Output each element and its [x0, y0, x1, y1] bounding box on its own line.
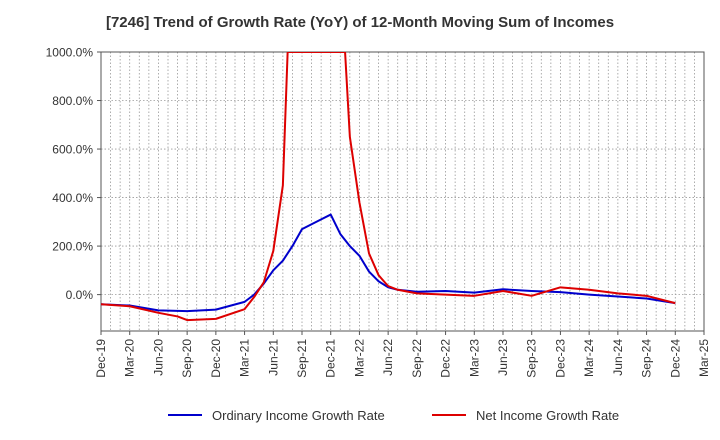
x-tick-label: Sep-21	[295, 339, 309, 378]
x-tick-label: Sep-24	[640, 339, 654, 378]
x-tick-label: Dec-22	[439, 339, 453, 378]
x-tick-label: Mar-24	[582, 339, 596, 377]
x-tick-label: Dec-19	[94, 339, 108, 378]
x-tick-label: Sep-20	[180, 339, 194, 378]
series-lines	[101, 52, 676, 322]
x-tick-label: Jun-22	[381, 339, 395, 376]
x-tick-label: Mar-21	[238, 339, 252, 377]
legend-label-ordinary-income: Ordinary Income Growth Rate	[212, 407, 385, 423]
x-tick-labels: Dec-19 Mar-20 Jun-20 Sep-20 Dec-20 Mar-21 Jun-…	[94, 339, 711, 378]
legend-label-net-income: Net Income Growth Rate	[476, 407, 620, 423]
x-tick-label: Jun-24	[611, 339, 625, 376]
x-tick-label: Sep-22	[410, 339, 424, 378]
x-tick-label: Dec-24	[668, 339, 682, 378]
y-tick-label: 400.0%	[52, 191, 93, 205]
y-tick-label: 600.0%	[52, 143, 93, 157]
x-tick-label: Mar-22	[352, 339, 366, 377]
y-tick-label: 1000.0%	[46, 46, 94, 60]
x-tick-label: Jun-21	[266, 339, 280, 376]
legend-item-ordinary-income: Ordinary Income Growth Rate	[168, 404, 385, 426]
x-tick-label: Jun-20	[151, 339, 165, 376]
axes	[97, 51, 705, 335]
y-tick-label: 200.0%	[52, 240, 93, 254]
legend-swatch-ordinary-income	[168, 414, 202, 416]
plot-frame	[100, 51, 705, 332]
legend-item-net-income: Net Income Growth Rate	[432, 404, 619, 426]
series-line-net-income	[101, 52, 676, 322]
chart-title: [7246] Trend of Growth Rate (YoY) of 12-…	[105, 14, 615, 31]
x-tick-label: Mar-23	[467, 339, 481, 377]
series-line-ordinary-income	[101, 213, 676, 313]
x-tick-label: Dec-20	[209, 339, 223, 378]
y-tick-label: 0.0%	[66, 288, 94, 302]
x-tick-label: Mar-20	[123, 339, 137, 377]
x-tick-label: Dec-23	[553, 339, 567, 378]
legend-swatch-net-income	[432, 414, 466, 416]
y-tick-label: 800.0%	[52, 94, 93, 108]
y-tick-labels: 0.0% 200.0% 400.0% 600.0% 800.0% 1000.0%	[46, 46, 94, 303]
x-tick-label: Sep-23	[525, 339, 539, 378]
x-tick-label: Mar-25	[697, 339, 711, 377]
x-tick-label: Dec-21	[324, 339, 338, 378]
legend: Ordinary Income Growth Rate Net Income G…	[0, 404, 720, 426]
grid-lines	[100, 51, 705, 331]
x-tick-label: Jun-23	[496, 339, 510, 376]
